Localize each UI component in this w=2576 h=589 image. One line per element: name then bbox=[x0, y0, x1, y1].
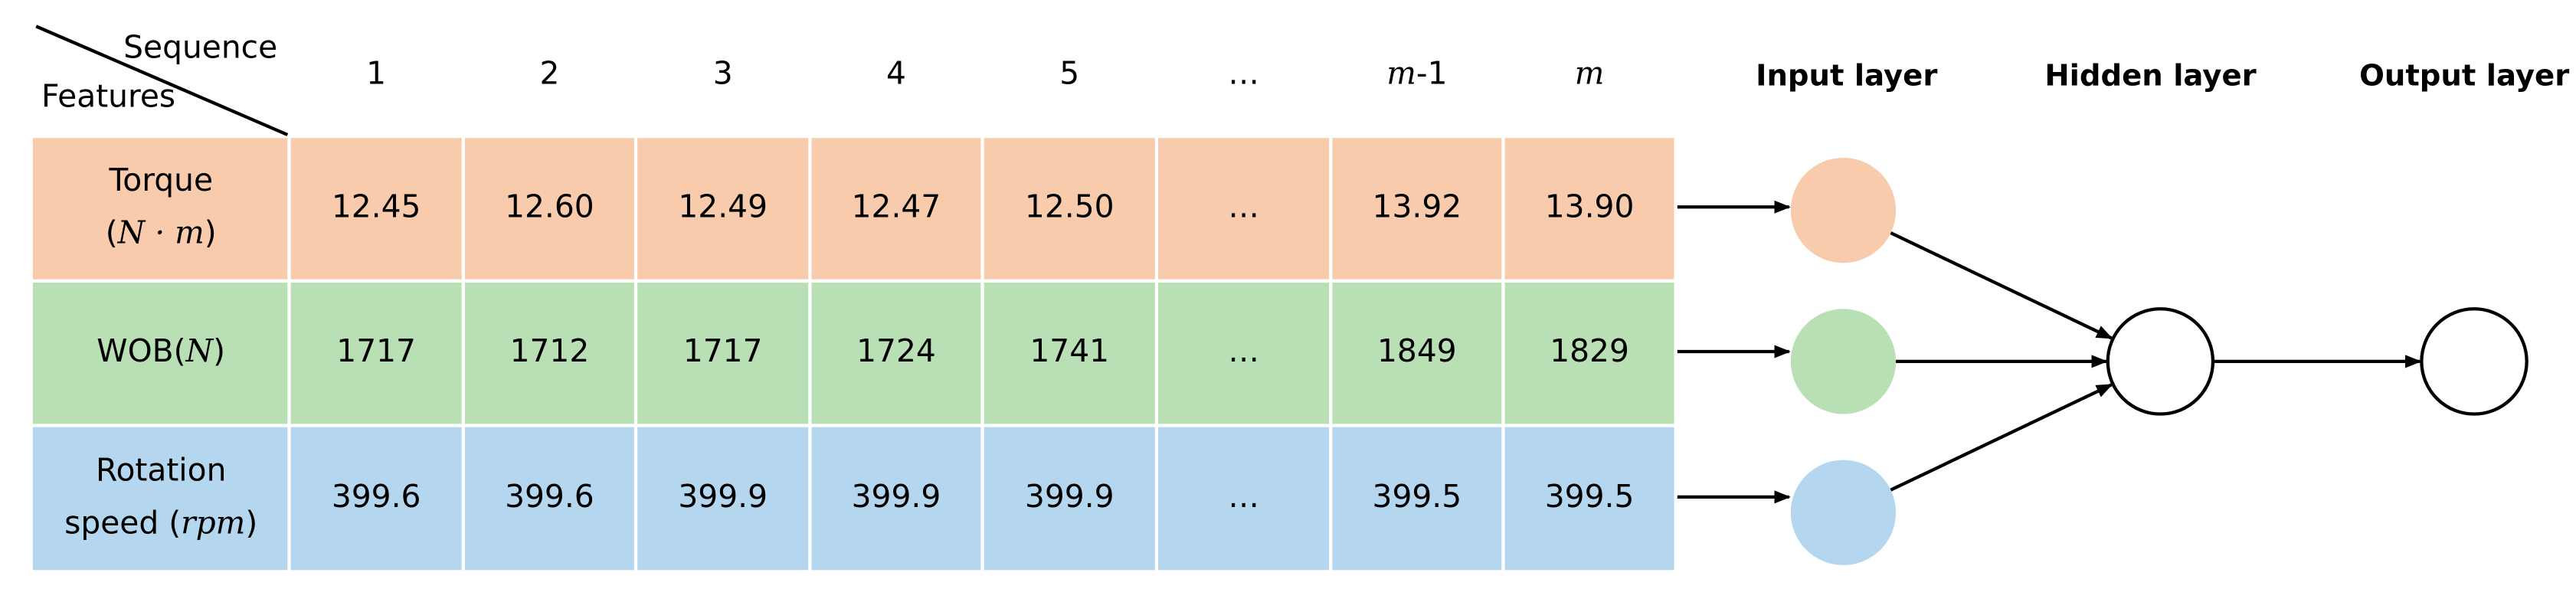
cell-value: 1717 bbox=[683, 332, 763, 369]
cell-value: 399.9 bbox=[852, 478, 941, 515]
cell-value: 399.9 bbox=[678, 478, 768, 515]
cell-value: 399.5 bbox=[1545, 478, 1635, 515]
column-header: 2 bbox=[539, 55, 559, 92]
text-segment: ) bbox=[213, 332, 225, 369]
connection bbox=[1890, 231, 2113, 340]
cell-value: … bbox=[1228, 478, 1259, 515]
cell-value: 1717 bbox=[336, 332, 416, 369]
column-header: m-1 bbox=[1386, 54, 1447, 92]
cell bbox=[1332, 282, 1502, 424]
cell bbox=[464, 427, 634, 571]
corner-top: Sequence bbox=[123, 28, 277, 65]
cell-value: 12.45 bbox=[332, 188, 421, 224]
cell bbox=[290, 138, 462, 280]
column-header: … bbox=[1228, 55, 1259, 92]
text-segment: 4 bbox=[886, 55, 906, 92]
column-header: 1 bbox=[366, 55, 386, 92]
cell-value: … bbox=[1228, 332, 1259, 369]
input-node bbox=[1790, 460, 1897, 565]
row-label: Rotation bbox=[96, 452, 226, 489]
row-label: Torque bbox=[108, 162, 213, 198]
text-segment: 1 bbox=[366, 55, 386, 92]
row-label: speed (rpm) bbox=[64, 504, 257, 542]
text-segment: ) bbox=[245, 504, 257, 541]
cell bbox=[984, 138, 1155, 280]
cell-value: 399.6 bbox=[332, 478, 421, 515]
corner-diagonal bbox=[35, 25, 289, 136]
cell-value: 13.92 bbox=[1373, 188, 1462, 224]
cell bbox=[1158, 427, 1330, 571]
cell-value: 1712 bbox=[510, 332, 590, 369]
cell-value: 1829 bbox=[1550, 332, 1629, 369]
cell bbox=[290, 427, 462, 571]
cell bbox=[637, 282, 809, 424]
cell bbox=[1332, 427, 1502, 571]
cell bbox=[984, 427, 1155, 571]
output-node bbox=[2420, 307, 2529, 416]
text-segment: Torque bbox=[108, 162, 213, 198]
text-segment: speed ( bbox=[64, 504, 181, 541]
row-label-cell bbox=[32, 427, 288, 571]
text-segment: N bbox=[185, 332, 214, 369]
text-segment: … bbox=[1228, 55, 1259, 92]
row-label-cell bbox=[32, 282, 288, 424]
text-segment: -1 bbox=[1416, 55, 1448, 92]
cell-value: 13.90 bbox=[1545, 188, 1635, 224]
row-label-cell bbox=[32, 138, 288, 280]
layer-label: Output layer bbox=[2359, 58, 2569, 93]
cell bbox=[1158, 138, 1330, 280]
cell-value: 1724 bbox=[856, 332, 936, 369]
text-segment: m bbox=[1575, 54, 1605, 91]
layer-label: Hidden layer bbox=[2044, 58, 2256, 93]
text-segment: 2 bbox=[539, 55, 559, 92]
input-node bbox=[1790, 309, 1897, 414]
cell bbox=[1504, 138, 1674, 280]
text-segment: ) bbox=[205, 214, 217, 251]
input-node bbox=[1790, 157, 1897, 263]
connection bbox=[1890, 383, 2113, 492]
text-segment: ( bbox=[106, 214, 118, 251]
cell-value: 12.49 bbox=[678, 188, 768, 224]
cell-value: 12.50 bbox=[1025, 188, 1115, 224]
cell-value: 399.6 bbox=[505, 478, 594, 515]
text-segment: N · m bbox=[117, 214, 205, 250]
cell-value: … bbox=[1228, 188, 1259, 224]
text-segment: WOB( bbox=[97, 332, 185, 369]
cell bbox=[464, 282, 634, 424]
layer-label: Input layer bbox=[1756, 58, 1937, 93]
cell bbox=[1504, 427, 1674, 571]
cell bbox=[811, 138, 981, 280]
cell bbox=[811, 427, 981, 571]
column-header: m bbox=[1575, 54, 1605, 91]
cell-value: 1741 bbox=[1029, 332, 1109, 369]
cell bbox=[1504, 282, 1674, 424]
cell-value: 12.60 bbox=[505, 188, 594, 224]
cell-value: 399.5 bbox=[1373, 478, 1462, 515]
column-header: 4 bbox=[886, 55, 906, 92]
cell bbox=[464, 138, 634, 280]
column-header: 5 bbox=[1059, 55, 1079, 92]
cell bbox=[984, 282, 1155, 424]
cell-value: 1849 bbox=[1377, 332, 1457, 369]
cell bbox=[290, 282, 462, 424]
cell bbox=[637, 427, 809, 571]
row-label: (N · m) bbox=[106, 214, 217, 251]
cell bbox=[1158, 282, 1330, 424]
cell-value: 12.47 bbox=[852, 188, 941, 224]
cell bbox=[1332, 138, 1502, 280]
text-segment: rpm bbox=[181, 504, 245, 541]
cell-value: 399.9 bbox=[1025, 478, 1115, 515]
hidden-node bbox=[2106, 307, 2215, 416]
cell bbox=[637, 138, 809, 280]
row-label: WOB(N) bbox=[97, 332, 225, 370]
column-header: 3 bbox=[713, 55, 733, 92]
text-segment: 3 bbox=[713, 55, 733, 92]
text-segment: m bbox=[1386, 54, 1416, 91]
text-segment: 5 bbox=[1059, 55, 1079, 92]
corner-bottom: Features bbox=[41, 78, 175, 115]
text-segment: Rotation bbox=[96, 452, 226, 489]
cell bbox=[811, 282, 981, 424]
